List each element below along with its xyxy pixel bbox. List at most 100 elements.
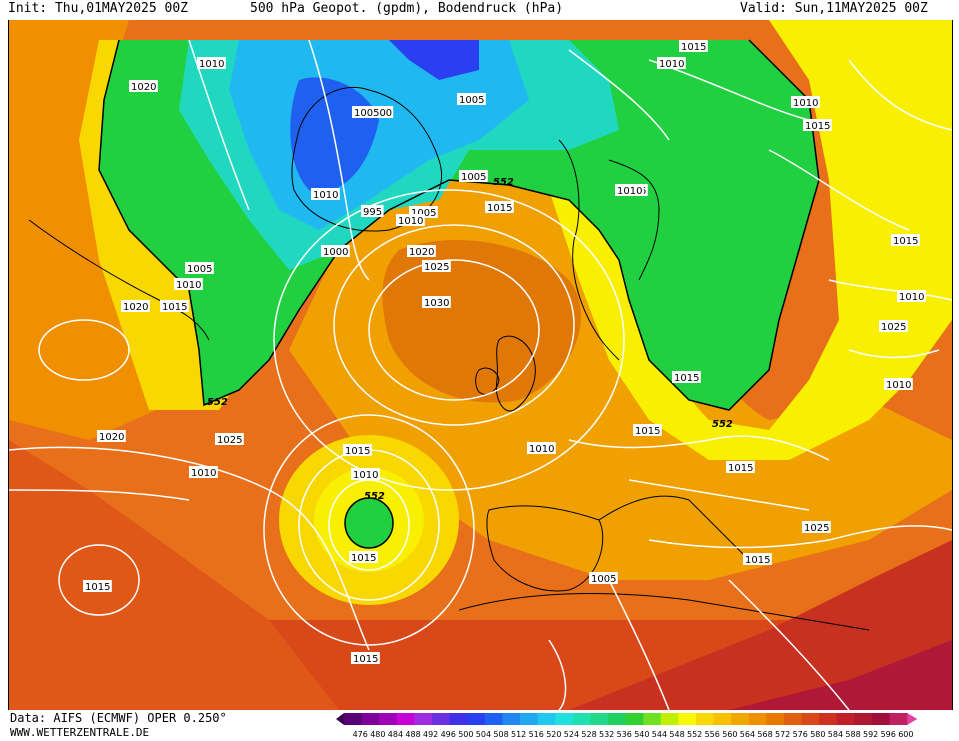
contour-label-552-low: 552 [364,491,385,502]
isobar-label-bg [407,245,436,257]
colorbar-cell [520,713,539,725]
colorbar-tick-label: 524 [564,730,579,739]
isobar-label-bg [802,521,831,533]
colorbar-tick-label: 584 [828,730,843,739]
contour-label-552-east: 552 [712,419,733,430]
isobar-label: 1015 [674,373,699,384]
isobar-label-bg [589,572,618,584]
isobar-label-bg [897,290,926,302]
isobar-label-bg [457,93,486,105]
isobar-label-bg [422,296,451,308]
isobar-label: 1025 [217,435,242,446]
colorbar-cell [801,713,820,725]
isobar-label-bg [351,652,380,664]
colorbar-cell [379,713,398,725]
colorbar-tick-label: 568 [757,730,772,739]
isobar-label-bg [891,234,920,246]
isobar-label: 1020 [131,82,156,93]
isobar-label: 1020 [99,432,124,443]
colorbar-tick-label: 552 [687,730,702,739]
colorbar-tick-label: 540 [634,730,649,739]
colorbar-tick-label: 488 [405,730,420,739]
isobar-label: 1010 [199,59,224,70]
colorbar-arrow-right [907,713,918,725]
isobar-label: 1005 [187,264,212,275]
colorbar-tick-label: 560 [722,730,737,739]
colorbar-cell [713,713,732,725]
colorbar-cell [344,713,363,725]
southeast-field [569,540,952,710]
isobar-label-bg [879,320,908,332]
colorbar-cell [836,713,855,725]
isobar-label: 1010 [899,292,924,303]
colorbar-cell [766,713,785,725]
chart-title: 500 hPa Geopot. (gpdm), Bodendruck (hPa) [250,1,564,16]
colorbar-cell [590,713,609,725]
isobar-label: 1015 [893,236,918,247]
isobar-label: 1010 [617,186,642,197]
isobar-label: 1025 [804,523,829,534]
colorbar-tick-label: 516 [529,730,544,739]
colorbar-tick-label: 520 [546,730,561,739]
high-core [382,240,581,403]
isobar-label: 1005 [459,95,484,106]
colorbar-cell [608,713,627,725]
isobar-label-bg [215,433,244,445]
isobar-label-bg [351,468,380,480]
isobar-label: 1015 [745,555,770,566]
isobar-label: 1010 [793,98,818,109]
colorbar-cell [555,713,574,725]
colorbar-tick-label: 592 [863,730,878,739]
isobar-label-bg [311,188,340,200]
colorbar-cell [467,713,486,725]
isobar-label: 1005 [411,208,436,219]
colorbar-tick-label: 556 [705,730,720,739]
isobar-label: 100500 [354,108,392,119]
cutoff-low-green [345,498,393,548]
colorbar-tick-label: 480 [370,730,385,739]
isobar-label: 1015 [805,121,830,132]
isobar-label-bg [657,57,686,69]
deep-blue-core [389,40,479,80]
isobar-label: 1010 [886,380,911,391]
colorbar-tick-label: 508 [493,730,508,739]
colorbar-cell [625,713,644,725]
isobar-label-bg [185,262,214,274]
isobar-label: 1010 [176,280,201,291]
colorbar-tick-label: 500 [458,730,473,739]
colorbar-cell [361,713,380,725]
colorbar-tick-label: 528 [581,730,596,739]
weather-map: 552 552 552 552 1010 1020 1010 1005 1015 1010… [8,20,953,710]
colorbar-cell [784,713,803,725]
colorbar-tick-label: 536 [617,730,632,739]
isobar-label-bg [352,106,394,118]
isobar-label-bg [343,444,372,456]
isobar-label: 1025 [881,322,906,333]
isobar-label-bg [396,214,425,226]
color-scale-legend: 476 480 484 488 492 496 500 504 508 512 516 520 524 5… [336,713,918,739]
isobar-label: 1015 [345,446,370,457]
colorbar-cell [572,713,591,725]
colorbar-cell [748,713,767,725]
isobar-label-bg [679,40,708,52]
colorbar-cell [696,713,715,725]
contour-label-552-west: 552 [207,397,228,408]
isobar-label: 1015 [85,582,110,593]
colorbar-cell [449,713,468,725]
isobar-label-bg [743,553,772,565]
isobar-label: 1010 [191,468,216,479]
colorbar-cell [484,713,503,725]
colorbar-tick-label: 492 [423,730,438,739]
isobar-label: 1010 [313,190,338,201]
colorbar-tick-label: 600 [898,730,913,739]
isobar-label: 1005 [591,574,616,585]
contour-552 [98,39,820,411]
isobar-label-bg [129,80,158,92]
southwest-field [9,440,339,710]
data-source: Data: AIFS (ECMWF) OPER 0.250° [10,711,227,725]
isobar-label-bg [726,461,755,473]
isobar-label: 1000 [323,247,348,258]
valid-time: Valid: Sun,11MAY2025 00Z [740,1,928,16]
colorbar-tick-label: 588 [845,730,860,739]
isobar-label-bg [321,245,350,257]
